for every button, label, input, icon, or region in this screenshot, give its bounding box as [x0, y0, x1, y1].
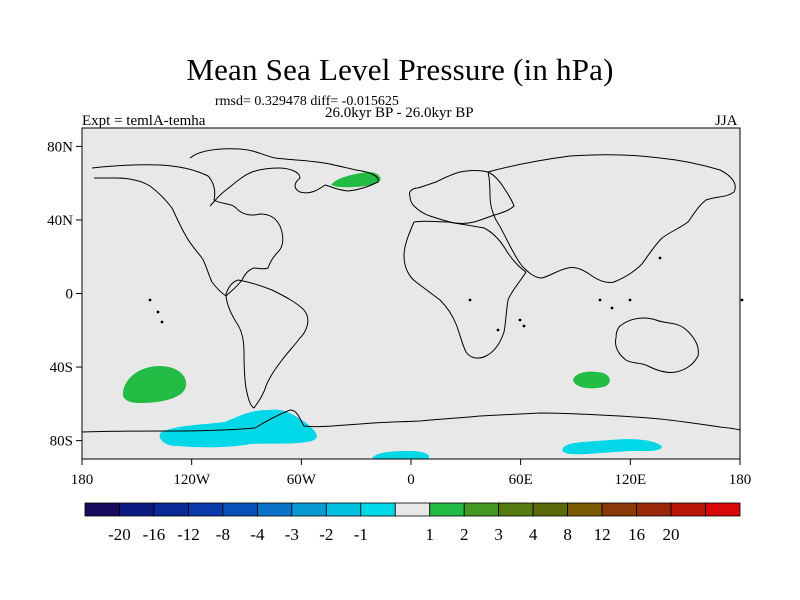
map-background: [82, 128, 740, 459]
island-dot: [522, 324, 526, 328]
island-dot: [496, 328, 500, 332]
x-tick-label: 120W: [173, 472, 211, 488]
island-dot: [468, 298, 472, 302]
stats-label: rmsd= 0.329478 diff= -0.015625: [215, 94, 399, 109]
colorbar-swatch: [84, 502, 120, 517]
x-tick-label: 180: [71, 472, 94, 488]
colorbar-swatch: [636, 502, 672, 517]
colorbar-swatch: [325, 502, 362, 517]
y-tick-label: 80S: [50, 434, 73, 450]
coastline-asia: [487, 154, 736, 283]
colorbar-swatch: [705, 502, 741, 517]
x-tick-label: 0: [407, 472, 415, 488]
island-dot: [160, 320, 164, 324]
colorbar-label: -3: [285, 525, 299, 544]
anomaly-antarctic-negative: [159, 409, 317, 448]
colorbar-label: -16: [143, 525, 166, 544]
y-tick-label: 0: [66, 287, 74, 303]
colorbar-label: -12: [177, 525, 200, 544]
colorbar-swatch: [256, 502, 293, 517]
season-label: JJA: [715, 113, 738, 129]
colorbar-label: 8: [563, 525, 572, 544]
y-tick-label: 40N: [47, 213, 73, 229]
colorbar-label: -20: [108, 525, 131, 544]
x-tick-label: 60E: [509, 472, 533, 488]
colorbar-label: 2: [460, 525, 469, 544]
island-dot: [658, 256, 662, 260]
island-dot: [628, 298, 632, 302]
island-dot: [148, 298, 152, 302]
coastline-north-america: [91, 164, 284, 297]
island-dot: [518, 318, 522, 322]
y-axis: 80N 40N 0 40S 80S: [47, 139, 82, 450]
y-tick-label: 40S: [50, 360, 73, 376]
colorbar-label: 1: [425, 525, 434, 544]
figure-title: Mean Sea Level Pressure (in hPa): [186, 52, 614, 87]
x-axis: 180 120W 60W 0 60E 120E 180: [71, 459, 752, 488]
colorbar-swatch: [463, 502, 500, 517]
anomaly-east-antarctic-negative: [562, 439, 662, 455]
colorbar-label: 16: [628, 525, 645, 544]
coastlines: [81, 148, 744, 433]
experiment-label: Expt = temlA-temha: [82, 113, 206, 129]
colorbar-label: 12: [594, 525, 611, 544]
period-label: 26.0kyr BP - 26.0kyr BP: [325, 105, 474, 121]
x-tick-label: 60W: [287, 472, 317, 488]
colorbar-swatch: [153, 502, 189, 517]
colorbar-swatch: [567, 502, 603, 517]
x-tick-label: 180: [729, 472, 752, 488]
colorbar-label: 3: [494, 525, 503, 544]
colorbar-swatch: [394, 502, 431, 517]
colorbar-swatch: [429, 502, 465, 517]
coastline-south-america: [225, 279, 309, 409]
colorbar-label: -2: [319, 525, 333, 544]
coastline-antarctica: [81, 409, 741, 433]
colorbar-swatch: [360, 502, 396, 517]
colorbar-swatch: [119, 502, 155, 517]
island-dot: [156, 310, 160, 314]
colorbar-swatch: [188, 502, 224, 517]
colorbar-label: -4: [250, 525, 265, 544]
colorbar: -20 -16 -12 -8 -4 -3 -2 -1 1 2 3 4 8 12 16 20: [84, 502, 741, 544]
colorbar-swatch: [498, 502, 534, 517]
island-dot: [598, 298, 602, 302]
coastline-australia: [615, 317, 699, 373]
x-tick-label: 120E: [614, 472, 646, 488]
anomaly-layer: [122, 172, 662, 459]
colorbar-label: 20: [663, 525, 680, 544]
anomaly-south-indian-positive: [573, 371, 610, 389]
colorbar-swatch: [532, 502, 569, 517]
colorbar-label: -8: [216, 525, 230, 544]
coastline-europe: [409, 170, 515, 224]
island-dot: [740, 298, 744, 302]
colorbar-swatch: [670, 502, 706, 517]
anomaly-greenland-sea-positive: [331, 172, 381, 188]
colorbar-swatch: [291, 502, 327, 517]
y-tick-label: 80N: [47, 139, 73, 155]
anomaly-south-pacific-positive: [122, 366, 187, 403]
colorbar-swatch: [222, 502, 258, 517]
colorbar-swatch: [601, 502, 637, 517]
colorbar-label: -1: [354, 525, 368, 544]
colorbar-label: 4: [529, 525, 538, 544]
coastline-greenland: [189, 148, 379, 207]
anomaly-weddell-negative: [372, 451, 430, 459]
coastline-africa: [403, 220, 527, 359]
island-dot: [610, 306, 614, 310]
